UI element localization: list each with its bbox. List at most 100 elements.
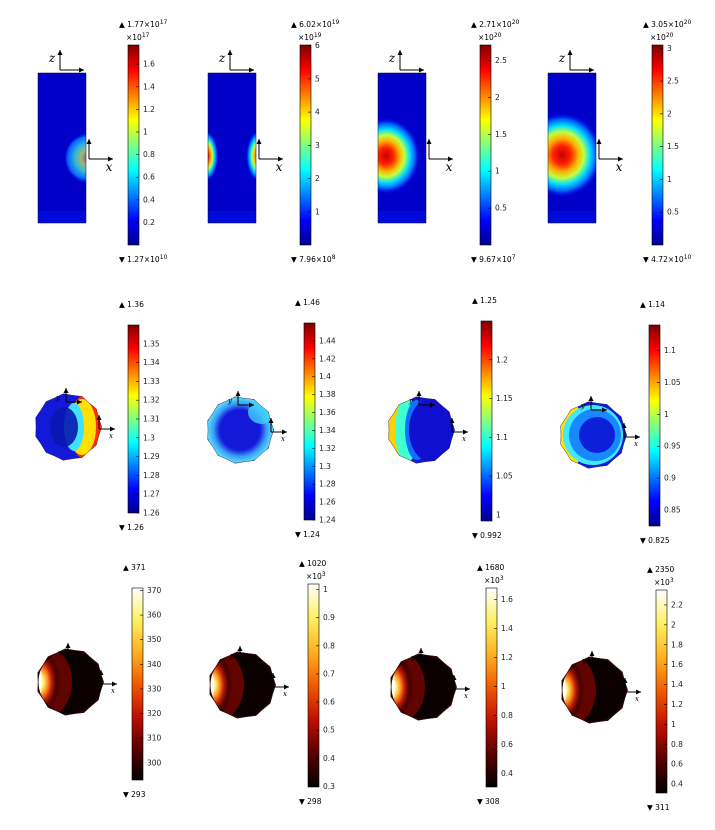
- colorbar-tick-label: 1.28: [319, 480, 336, 489]
- vertical-axis-arrowhead: [227, 50, 233, 55]
- colorbar-tick-label: 1: [496, 510, 501, 519]
- vertical-axis-arrowhead: [63, 388, 69, 393]
- colorbar-tick-label: 0.95: [664, 442, 681, 451]
- field-plot-disk: [388, 396, 455, 464]
- horizontal-axis-arrowhead: [635, 434, 640, 440]
- panel-r3c1: y x ▲ 371 ▼ 293 370 360 350 340 330 320 310 300: [37, 563, 162, 799]
- field-plot-disk: [560, 401, 627, 469]
- horizontal-axis-label: x: [111, 687, 115, 695]
- colorbar: [307, 583, 320, 788]
- colorbar-tick-label: 1.5: [667, 142, 679, 151]
- colorbar-tick-label: 5: [315, 74, 320, 83]
- colorbar-tick-label: 0.5: [495, 204, 507, 213]
- vertical-axis-arrowhead: [96, 415, 102, 420]
- vertical-axis-label: z: [218, 51, 226, 65]
- colorbar-max-label: ▲ 6.02×1019: [291, 19, 340, 29]
- colorbar-tick-label: 0.3: [323, 782, 335, 791]
- vertical-axis-arrowhead: [451, 675, 457, 680]
- colorbar-tick-label: 1.34: [143, 358, 160, 367]
- horizontal-axis-arrowhead: [278, 156, 283, 162]
- colorbar-tick-label: 1.2: [501, 653, 513, 662]
- colorbar-tick-label: 1.26: [143, 509, 160, 518]
- colorbar: [127, 44, 140, 246]
- vertical-axis-label: z: [388, 51, 396, 65]
- colorbar-tick-label: 2.2: [671, 600, 683, 609]
- vertical-axis-label: z: [558, 51, 566, 65]
- colorbar-tick-label: 0.5: [667, 208, 679, 217]
- colorbar-min-label: ▼ 4.72×1010: [643, 254, 692, 264]
- colorbar-tick-label: 0.8: [501, 711, 513, 720]
- colorbar-tick-label: 300: [147, 758, 162, 767]
- colorbar-tick-label: 2.5: [667, 77, 679, 86]
- colorbar-tick-label: 340: [147, 660, 162, 669]
- horizontal-axis-arrowhead: [284, 684, 289, 690]
- colorbar-tick-label: 6: [315, 41, 320, 50]
- vertical-axis-arrowhead: [256, 139, 262, 144]
- colorbar-tick-label: 2.5: [495, 56, 507, 65]
- field-plot-disk: [35, 393, 102, 461]
- horizontal-axis-arrowhead: [419, 67, 424, 73]
- vertical-axis-arrowhead: [65, 643, 71, 648]
- colorbar-tick-label: 0.6: [143, 173, 155, 182]
- colorbar-tick-label: 1: [143, 128, 148, 137]
- horizontal-axis-label: x: [616, 160, 623, 174]
- vertical-axis-label: y: [410, 654, 416, 662]
- colorbar-tick-label: 1.26: [319, 498, 336, 507]
- colorbar-tick-label: 1.4: [143, 82, 155, 91]
- colorbar-min-label: ▼ 7.96×108: [291, 254, 336, 264]
- panel-r3c3: y x ▲ 1680 ▼ 308 ×103 1.6 1.4 1.2 1 0.8 0.6 0.4: [390, 563, 513, 806]
- horizontal-axis-arrowhead: [249, 402, 254, 408]
- colorbar-min-label: ▼ 1.26: [119, 523, 144, 532]
- colorbar-scale-factor: ×1020: [478, 32, 502, 42]
- colorbar-tick-label: 1.1: [664, 346, 676, 355]
- horizontal-axis-arrowhead: [603, 662, 608, 668]
- colorbar: [299, 44, 312, 246]
- vertical-axis-arrowhead: [268, 418, 274, 423]
- colorbar-tick-label: 320: [147, 709, 162, 718]
- horizontal-axis-label: x: [106, 160, 113, 174]
- colorbar-scale-factor: ×1017: [126, 32, 150, 42]
- colorbar: [485, 587, 498, 788]
- colorbar-tick-label: 1: [667, 175, 672, 184]
- colorbar: [651, 44, 664, 246]
- colorbar-tick-label: 2: [667, 109, 672, 118]
- colorbar-scale-factor: ×103: [484, 575, 504, 585]
- colorbar-tick-label: 360: [147, 611, 162, 620]
- panel-r3c2: y x ▲ 1020 ▼ 298 ×103 1 0.9 0.8 0.7 0.6 0.5 0.4 0.3: [209, 559, 335, 806]
- colorbar-min-label: ▼ 298: [299, 797, 322, 806]
- colorbar: [648, 324, 661, 527]
- colorbar-tick-label: 0.4: [501, 769, 513, 778]
- colorbar-max-label: ▲ 1.36: [119, 300, 144, 309]
- colorbar-tick-label: 1.2: [671, 700, 683, 709]
- colorbar-tick-label: 0.7: [323, 669, 335, 678]
- horizontal-axis-arrowhead: [249, 67, 254, 73]
- colorbar-tick-label: 1.6: [671, 660, 683, 669]
- panel-r2c2: y x ▲ 1.46 ▼ 1.24 1.44 1.42 1.4 1.38 1.36 1.34 1.3…: [207, 298, 336, 539]
- field-plot-disk: [37, 648, 104, 716]
- colorbar-max-label: ▲ 3.05×1020: [643, 19, 692, 29]
- horizontal-axis-arrowhead: [448, 156, 453, 162]
- colorbar-scale-factor: ×1019: [298, 32, 322, 42]
- colorbar-tick-label: 0.5: [323, 726, 335, 735]
- colorbar-max-label: ▲ 1.25: [472, 296, 497, 305]
- vertical-axis-arrowhead: [270, 673, 276, 678]
- field-plot-disk: [207, 396, 274, 464]
- horizontal-axis-label: x: [634, 440, 638, 448]
- colorbar-min-label: ▼ 1.24: [295, 530, 320, 539]
- colorbar-tick-label: 1.33: [143, 377, 160, 386]
- colorbar-tick-label: 0.8: [671, 740, 683, 749]
- field-plot-rect: [208, 73, 256, 223]
- colorbar-tick-label: 1.24: [319, 516, 336, 525]
- colorbar-tick-label: 0.4: [671, 780, 683, 789]
- colorbar-min-label: ▼ 1.27×1010: [119, 254, 168, 264]
- vertical-axis-arrowhead: [57, 50, 63, 55]
- colorbar-tick-label: 1: [315, 207, 320, 216]
- colorbar-tick-label: 1: [495, 167, 500, 176]
- colorbar-tick-label: 1.34: [319, 426, 336, 435]
- vertical-axis-label: y: [55, 394, 61, 402]
- colorbar-tick-label: 1.2: [496, 355, 508, 364]
- vertical-axis-arrowhead: [596, 139, 602, 144]
- colorbar-max-label: ▲ 1020: [299, 559, 326, 568]
- colorbar-max-label: ▲ 2350: [647, 565, 674, 574]
